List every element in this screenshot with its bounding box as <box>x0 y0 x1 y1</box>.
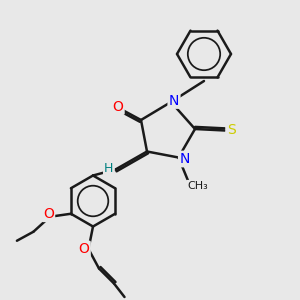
Text: O: O <box>112 100 123 113</box>
Text: CH₃: CH₃ <box>187 181 208 191</box>
Text: H: H <box>104 161 114 175</box>
Text: S: S <box>226 124 236 137</box>
Text: N: N <box>169 94 179 107</box>
Text: O: O <box>43 207 54 221</box>
Text: O: O <box>79 242 89 256</box>
Text: N: N <box>179 152 190 166</box>
